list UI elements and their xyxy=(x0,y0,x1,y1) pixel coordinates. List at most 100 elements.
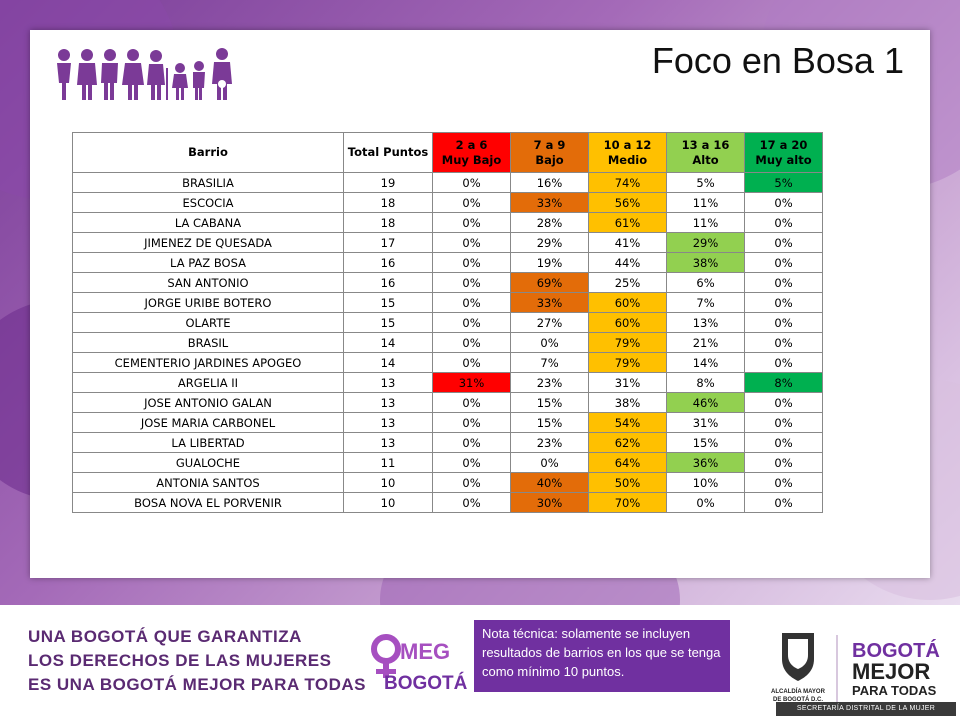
header-bajo-label: Bajo xyxy=(535,152,564,167)
cell-percent: 0% xyxy=(432,192,511,213)
cell-percent: 36% xyxy=(666,452,745,473)
cell-percent: 29% xyxy=(510,232,589,253)
table-row: LA PAZ BOSA 16 0% 19% 44% 38% 0% xyxy=(72,252,823,273)
table-row: JOSE ANTONIO GALAN 13 0% 15% 38% 46% 0% xyxy=(72,392,823,413)
cell-percent: 56% xyxy=(588,192,667,213)
cell-percent: 0% xyxy=(432,172,511,193)
cell-barrio: JOSE MARIA CARBONEL xyxy=(72,412,344,433)
cell-total-puntos: 11 xyxy=(343,452,433,473)
cell-percent: 38% xyxy=(588,392,667,413)
cell-percent: 0% xyxy=(432,392,511,413)
cell-percent: 0% xyxy=(744,272,823,293)
cell-percent: 0% xyxy=(744,452,823,473)
svg-text:DE BOGOTÁ D.C.: DE BOGOTÁ D.C. xyxy=(773,696,823,703)
cell-barrio: BOSA NOVA EL PORVENIR xyxy=(72,492,344,513)
cell-barrio: OLARTE xyxy=(72,312,344,333)
header-bajo: 7 a 9 Bajo xyxy=(510,132,589,173)
table-row: ANTONIA SANTOS 10 0% 40% 50% 10% 0% xyxy=(72,472,823,493)
table-row: BOSA NOVA EL PORVENIR 10 0% 30% 70% 0% 0% xyxy=(72,492,823,513)
svg-text:ALCALDÍA MAYOR: ALCALDÍA MAYOR xyxy=(771,687,826,695)
cell-percent: 70% xyxy=(588,492,667,513)
cell-total-puntos: 10 xyxy=(343,492,433,513)
cell-percent: 60% xyxy=(588,292,667,313)
cell-percent: 29% xyxy=(666,232,745,253)
nota-tecnica: Nota técnica: solamente se incluyen resu… xyxy=(474,620,730,692)
cell-total-puntos: 18 xyxy=(343,192,433,213)
cell-barrio: ANTONIA SANTOS xyxy=(72,472,344,493)
svg-text:PARA TODAS: PARA TODAS xyxy=(852,683,937,698)
cell-percent: 30% xyxy=(510,492,589,513)
cell-percent: 15% xyxy=(666,432,745,453)
table-header-row: Barrio Total Puntos 2 a 6 Muy Bajo 7 a 9… xyxy=(72,132,823,173)
cell-percent: 5% xyxy=(666,172,745,193)
header-medio-range: 10 a 12 xyxy=(603,137,652,152)
table-row: ARGELIA II 13 31% 23% 31% 8% 8% xyxy=(72,372,823,393)
slogan-line: ES UNA BOGOTÁ MEJOR PARA TODAS xyxy=(28,675,367,694)
table-row: JOSE MARIA CARBONEL 13 0% 15% 54% 31% 0% xyxy=(72,412,823,433)
table-row: SAN ANTONIO 16 0% 69% 25% 6% 0% xyxy=(72,272,823,293)
cell-percent: 0% xyxy=(744,472,823,493)
cell-percent: 13% xyxy=(666,312,745,333)
svg-text:MEJOR: MEJOR xyxy=(852,659,930,684)
cell-percent: 0% xyxy=(744,432,823,453)
cell-barrio: BRASIL xyxy=(72,332,344,353)
cell-percent: 41% xyxy=(588,232,667,253)
cell-barrio: LA PAZ BOSA xyxy=(72,252,344,273)
secretaria-label: SECRETARÍA DISTRITAL DE LA MUJER xyxy=(776,702,956,716)
cell-total-puntos: 15 xyxy=(343,312,433,333)
alcaldia-escudo-logo: ALCALDÍA MAYOR DE BOGOTÁ D.C. xyxy=(771,633,826,703)
header-muy-alto-range: 17 a 20 xyxy=(759,137,808,152)
cell-percent: 0% xyxy=(510,332,589,353)
svg-text:MEG: MEG xyxy=(400,639,450,664)
cell-percent: 0% xyxy=(432,492,511,513)
omeg-bogota-logo: MEG BOGOTÁ xyxy=(371,634,468,694)
cell-percent: 0% xyxy=(432,332,511,353)
cell-percent: 0% xyxy=(432,412,511,433)
cell-percent: 10% xyxy=(666,472,745,493)
cell-percent: 33% xyxy=(510,292,589,313)
cell-percent: 5% xyxy=(744,172,823,193)
footer: UNA BOGOTÁ QUE GARANTIZA LOS DERECHOS DE… xyxy=(0,605,960,720)
cell-total-puntos: 13 xyxy=(343,412,433,433)
cell-barrio: ARGELIA II xyxy=(72,372,344,393)
cell-total-puntos: 14 xyxy=(343,352,433,373)
cell-percent: 0% xyxy=(744,312,823,333)
table-body: BRASILIA 19 0% 16% 74% 5% 5% ESCOCIA 18 0% 33% 56% 1… xyxy=(72,172,823,513)
cell-percent: 62% xyxy=(588,432,667,453)
cell-percent: 69% xyxy=(510,272,589,293)
cell-percent: 0% xyxy=(432,292,511,313)
cell-percent: 15% xyxy=(510,392,589,413)
cell-percent: 44% xyxy=(588,252,667,273)
cell-total-puntos: 19 xyxy=(343,172,433,193)
table-row: JORGE URIBE BOTERO 15 0% 33% 60% 7% 0% xyxy=(72,292,823,313)
cell-percent: 0% xyxy=(744,232,823,253)
table-row: CEMENTERIO JARDINES APOGEO 14 0% 7% 79% 14% 0% xyxy=(72,352,823,373)
table-row: LA CABANA 18 0% 28% 61% 11% 0% xyxy=(72,212,823,233)
header-alto: 13 a 16 Alto xyxy=(666,132,745,173)
cell-total-puntos: 13 xyxy=(343,432,433,453)
cell-percent: 40% xyxy=(510,472,589,493)
cell-percent: 0% xyxy=(744,332,823,353)
header-muy-bajo: 2 a 6 Muy Bajo xyxy=(432,132,511,173)
cell-total-puntos: 10 xyxy=(343,472,433,493)
cell-percent: 0% xyxy=(432,432,511,453)
cell-percent: 31% xyxy=(666,412,745,433)
header-medio-label: Medio xyxy=(607,152,648,167)
cell-barrio: SAN ANTONIO xyxy=(72,272,344,293)
cell-total-puntos: 13 xyxy=(343,392,433,413)
header-muy-alto: 17 a 20 Muy alto xyxy=(744,132,823,173)
slide-card: Foco en Bosa 1 Barrio Tot xyxy=(30,30,930,578)
cell-percent: 7% xyxy=(666,292,745,313)
cell-total-puntos: 17 xyxy=(343,232,433,253)
bogota-mejor-logo: BOGOTÁ MEJOR PARA TODAS xyxy=(852,639,940,698)
header-bajo-range: 7 a 9 xyxy=(533,137,566,152)
barrios-table: Barrio Total Puntos 2 a 6 Muy Bajo 7 a 9… xyxy=(72,132,823,513)
cell-percent: 15% xyxy=(510,412,589,433)
table-row: JIMENEZ DE QUESADA 17 0% 29% 41% 29% 0% xyxy=(72,232,823,253)
svg-text:BOGOTÁ: BOGOTÁ xyxy=(384,672,468,694)
cell-percent: 16% xyxy=(510,172,589,193)
header-alto-label: Alto xyxy=(692,152,719,167)
cell-percent: 0% xyxy=(744,392,823,413)
cell-percent: 11% xyxy=(666,212,745,233)
cell-total-puntos: 16 xyxy=(343,252,433,273)
